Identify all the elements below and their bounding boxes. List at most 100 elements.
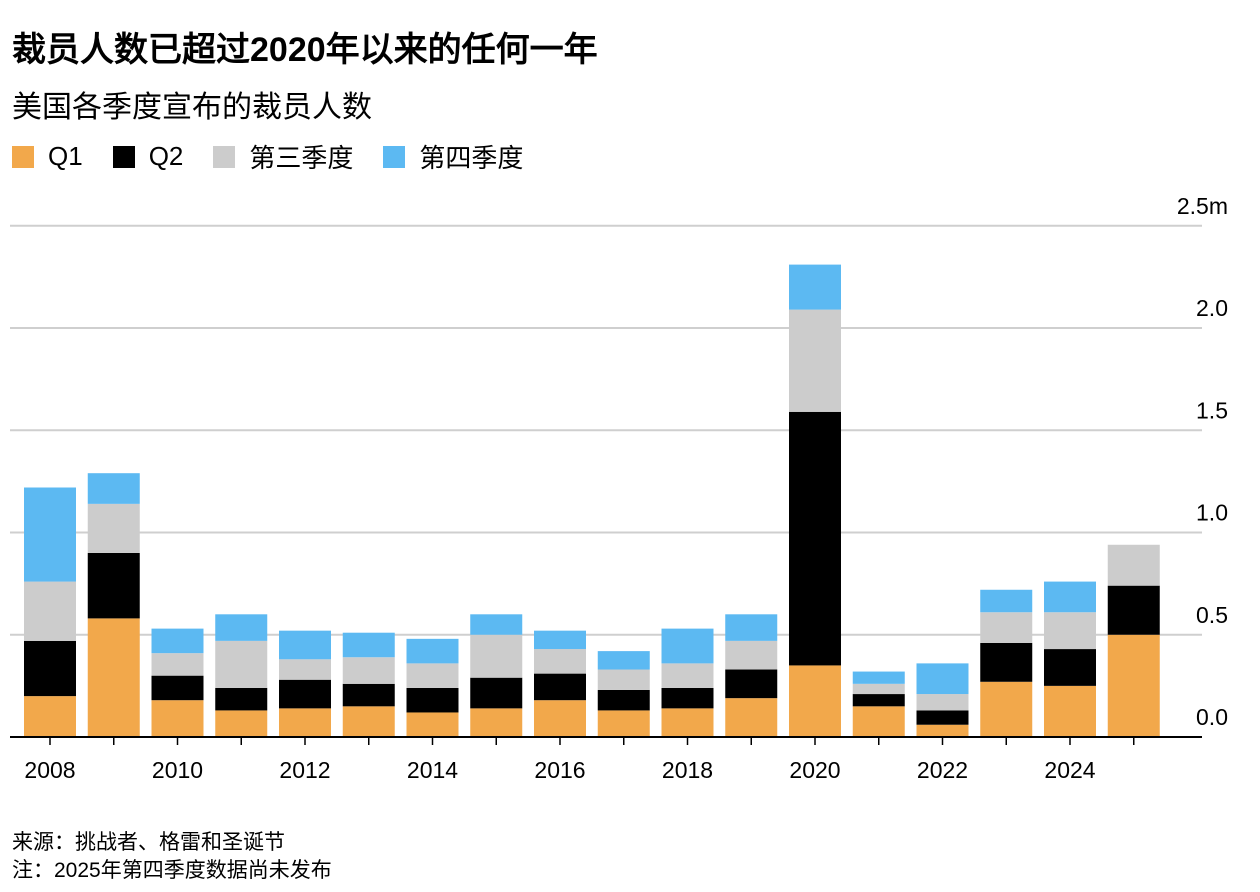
bar-segment-2016-第三季度 xyxy=(534,649,586,674)
bar-segment-2010-Q1 xyxy=(151,700,204,737)
bar-segment-2014-第四季度 xyxy=(406,638,459,664)
bar-segment-2009-Q2 xyxy=(87,552,140,619)
legend: Q1 Q2 第三季度 第四季度 xyxy=(12,138,523,175)
bar-segment-2021-第四季度 xyxy=(852,671,905,684)
y-tick-label: 1.0 xyxy=(1196,500,1228,526)
bar-segment-2020-第四季度 xyxy=(789,264,841,310)
bar-segment-2023-Q1 xyxy=(980,681,1033,737)
bar-segment-2024-第三季度 xyxy=(1044,612,1096,650)
legend-swatch xyxy=(112,145,135,168)
legend-item: 第四季度 xyxy=(383,138,523,175)
bar-segment-2008-第三季度 xyxy=(24,581,76,641)
chart-title: 裁员人数已超过2020年以来的任何一年 xyxy=(12,31,598,69)
bar-segment-2016-Q2 xyxy=(534,673,586,701)
bar-segment-2009-Q1 xyxy=(87,618,140,737)
bar-segment-2011-Q1 xyxy=(215,710,268,737)
x-tick-label: 2010 xyxy=(152,757,203,783)
bar-segment-2017-Q1 xyxy=(597,710,650,737)
bar-segment-2023-第三季度 xyxy=(980,612,1033,643)
bar-segment-2022-第四季度 xyxy=(916,663,969,695)
bar-segment-2014-Q1 xyxy=(406,712,459,737)
bar-segment-2013-Q2 xyxy=(342,683,395,707)
bar-segment-2016-第四季度 xyxy=(534,630,586,650)
bar-segment-2010-Q2 xyxy=(151,675,204,701)
bar-segment-2012-第四季度 xyxy=(279,630,331,660)
bar-segment-2010-第三季度 xyxy=(151,653,204,676)
bar-segment-2023-第四季度 xyxy=(980,589,1033,613)
legend-swatch xyxy=(213,145,236,168)
bar-segment-2012-Q1 xyxy=(279,708,331,737)
bar-segment-2024-Q1 xyxy=(1044,685,1096,737)
bar-segment-2011-Q2 xyxy=(215,687,268,711)
bar-segment-2012-Q2 xyxy=(279,679,331,709)
y-tick-label: 2.5m xyxy=(1177,193,1228,219)
bar-segment-2012-第三季度 xyxy=(279,659,331,680)
bar-segment-2025-Q1 xyxy=(1107,634,1160,737)
bar-segment-2008-Q2 xyxy=(24,640,76,697)
bar-segment-2013-Q1 xyxy=(342,706,395,737)
legend-swatch xyxy=(12,145,34,168)
bar-segment-2015-第三季度 xyxy=(470,634,523,678)
bar-segment-2011-第四季度 xyxy=(215,614,268,641)
x-tick-label: 2016 xyxy=(534,757,585,783)
bar-segment-2017-第三季度 xyxy=(597,669,650,690)
bar-segment-2016-Q1 xyxy=(534,700,586,737)
bar-segment-2014-Q2 xyxy=(406,687,459,713)
x-tick-label: 2014 xyxy=(407,757,458,783)
legend-label: 第三季度 xyxy=(249,143,354,173)
x-tick-label: 2012 xyxy=(279,757,330,783)
legend-swatch xyxy=(383,145,406,168)
legend-label: 第四季度 xyxy=(419,143,524,173)
bar-segment-2019-Q2 xyxy=(725,669,778,699)
y-tick-label: 0.5 xyxy=(1196,602,1228,628)
bar-segment-2025-第三季度 xyxy=(1107,544,1160,586)
bar-segment-2015-第四季度 xyxy=(470,614,523,635)
bar-segment-2021-Q2 xyxy=(852,694,905,707)
bar-segment-2025-Q2 xyxy=(1107,585,1160,635)
bar-segment-2020-Q2 xyxy=(789,411,841,666)
bar-segment-2019-Q1 xyxy=(725,698,778,737)
legend-label: Q2 xyxy=(148,141,184,171)
chart-subtitle: 美国各季度宣布的裁员人数 xyxy=(12,91,372,124)
bar-segment-2019-第三季度 xyxy=(725,640,778,670)
bar-segment-2010-第四季度 xyxy=(151,628,204,654)
bar-segment-2021-Q1 xyxy=(852,706,905,737)
bar-segment-2018-第四季度 xyxy=(661,628,714,664)
footnote: 注：2025年第四季度数据尚未发布 xyxy=(12,859,332,882)
y-tick-label: 2.0 xyxy=(1196,295,1228,321)
bar-segment-2022-第三季度 xyxy=(916,694,969,711)
source-note: 来源：挑战者、格雷和圣诞节 xyxy=(12,831,285,854)
bar-segment-2020-第三季度 xyxy=(789,309,841,412)
bar-segment-2009-第三季度 xyxy=(87,503,140,553)
x-tick-label: 2018 xyxy=(662,757,713,783)
bar-segment-2024-Q2 xyxy=(1044,649,1096,686)
bar-segment-2022-Q1 xyxy=(916,724,969,737)
bar-segment-2008-Q1 xyxy=(24,696,76,737)
x-tick-label: 2022 xyxy=(917,757,968,783)
legend-item: Q1 xyxy=(12,141,83,172)
bar-segment-2013-第四季度 xyxy=(342,632,395,658)
bar-segment-2014-第三季度 xyxy=(406,663,459,688)
bar-segment-2020-Q1 xyxy=(789,665,841,737)
bar-segment-2011-第三季度 xyxy=(215,640,268,688)
bar-segment-2024-第四季度 xyxy=(1044,581,1096,613)
y-tick-label: 1.5 xyxy=(1196,397,1228,423)
bar-segment-2015-Q2 xyxy=(470,677,523,709)
bar-segment-2019-第四季度 xyxy=(725,614,778,641)
legend-label: Q1 xyxy=(48,141,83,171)
x-tick-label: 2024 xyxy=(1044,757,1095,783)
bar-segment-2018-第三季度 xyxy=(661,663,714,688)
x-tick-label: 2020 xyxy=(789,757,840,783)
bar-segment-2015-Q1 xyxy=(470,708,523,737)
legend-item: Q2 xyxy=(112,141,184,172)
bar-segment-2013-第三季度 xyxy=(342,657,395,684)
bar-segment-2009-第四季度 xyxy=(87,473,140,504)
bar-segment-2018-Q1 xyxy=(661,708,714,737)
bar-segment-2008-第四季度 xyxy=(24,487,76,582)
bar-segment-2022-Q2 xyxy=(916,710,969,725)
y-tick-label: 0.0 xyxy=(1196,704,1228,730)
bar-segment-2017-第四季度 xyxy=(597,651,650,670)
legend-item: 第三季度 xyxy=(213,138,353,175)
bar-segment-2017-Q2 xyxy=(597,689,650,711)
